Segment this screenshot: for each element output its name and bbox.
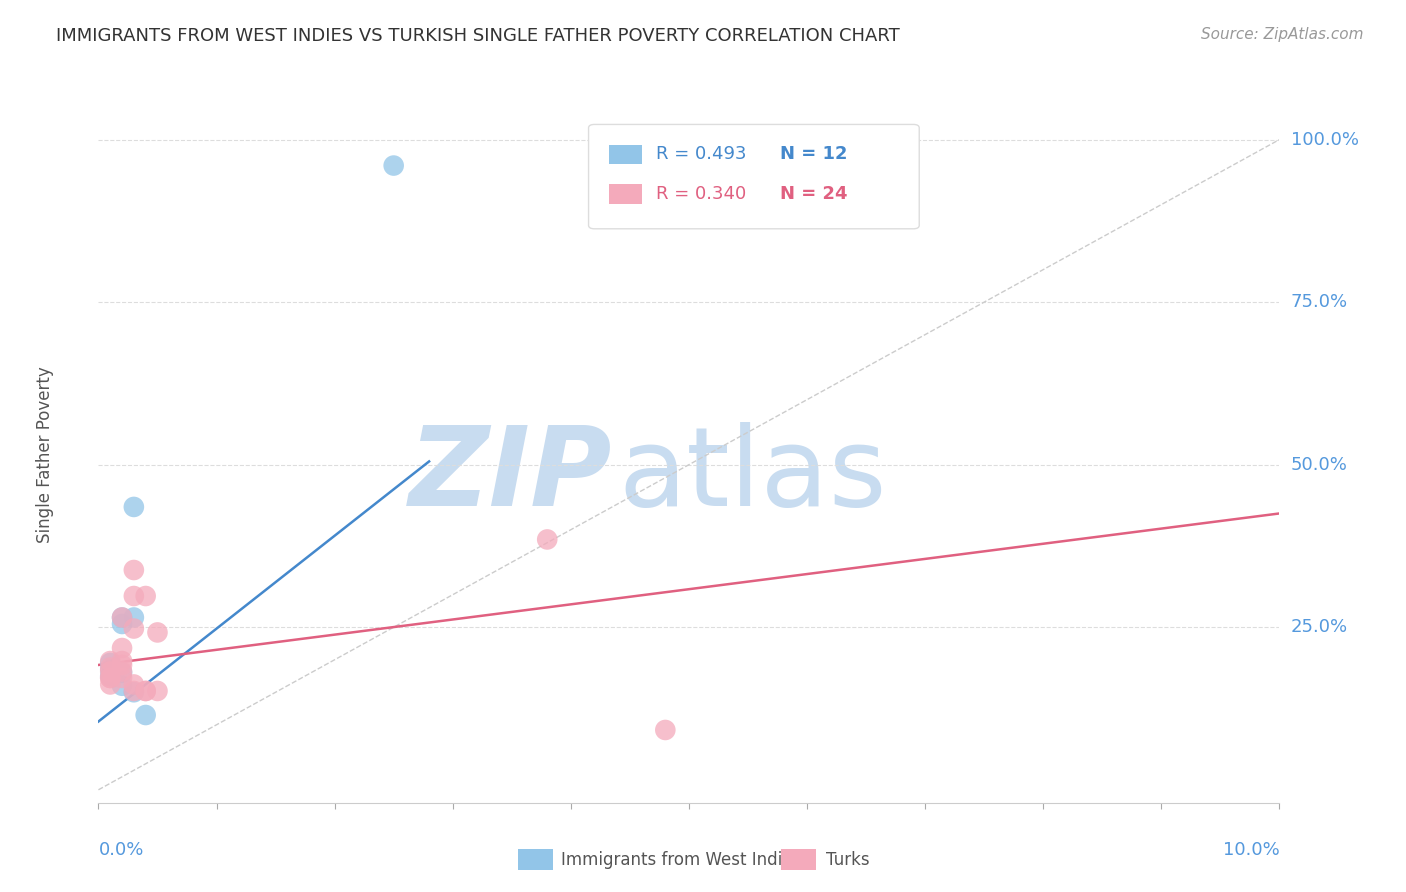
Point xyxy=(98,656,121,670)
Point xyxy=(536,533,558,547)
Bar xyxy=(609,185,641,203)
Point xyxy=(122,622,145,636)
Point xyxy=(98,665,121,679)
Point xyxy=(111,671,134,685)
Point xyxy=(654,723,676,737)
Text: Source: ZipAtlas.com: Source: ZipAtlas.com xyxy=(1201,27,1364,42)
Point xyxy=(382,159,405,173)
Text: 0.0%: 0.0% xyxy=(98,841,143,859)
Text: atlas: atlas xyxy=(619,422,887,529)
Point xyxy=(135,684,157,698)
Point xyxy=(98,654,121,668)
Point xyxy=(122,677,145,691)
Point xyxy=(146,684,169,698)
Text: Immigrants from West Indies: Immigrants from West Indies xyxy=(561,851,801,869)
Point xyxy=(98,671,121,685)
Point xyxy=(122,685,145,699)
Bar xyxy=(517,849,553,871)
Point xyxy=(135,684,157,698)
Point xyxy=(122,563,145,577)
Text: N = 12: N = 12 xyxy=(780,145,848,163)
Point xyxy=(98,660,121,674)
Point xyxy=(146,625,169,640)
Point xyxy=(98,671,121,685)
Point xyxy=(122,589,145,603)
Point xyxy=(111,610,134,624)
Text: 75.0%: 75.0% xyxy=(1291,293,1348,311)
Point xyxy=(122,610,145,624)
Point xyxy=(111,654,134,668)
Text: 50.0%: 50.0% xyxy=(1291,456,1347,474)
Bar xyxy=(782,849,817,871)
Text: R = 0.493: R = 0.493 xyxy=(655,145,747,163)
Text: 25.0%: 25.0% xyxy=(1291,618,1348,636)
FancyBboxPatch shape xyxy=(589,124,920,229)
Point xyxy=(122,500,145,514)
Point xyxy=(111,657,134,672)
Point xyxy=(111,610,134,624)
Point xyxy=(98,663,121,677)
Text: Single Father Poverty: Single Father Poverty xyxy=(37,367,55,543)
Text: N = 24: N = 24 xyxy=(780,185,848,203)
Point xyxy=(135,589,157,603)
Text: Turks: Turks xyxy=(825,851,869,869)
Point xyxy=(135,708,157,723)
Point xyxy=(98,677,121,691)
Text: R = 0.340: R = 0.340 xyxy=(655,185,747,203)
Point xyxy=(111,641,134,656)
Point xyxy=(98,669,121,683)
Point xyxy=(111,665,134,679)
Point xyxy=(122,684,145,698)
Bar xyxy=(609,145,641,164)
Text: IMMIGRANTS FROM WEST INDIES VS TURKISH SINGLE FATHER POVERTY CORRELATION CHART: IMMIGRANTS FROM WEST INDIES VS TURKISH S… xyxy=(56,27,900,45)
Point xyxy=(111,665,134,680)
Point xyxy=(111,617,134,632)
Text: 100.0%: 100.0% xyxy=(1291,130,1358,149)
Text: 10.0%: 10.0% xyxy=(1223,841,1279,859)
Point xyxy=(111,679,134,693)
Text: ZIP: ZIP xyxy=(409,422,612,529)
